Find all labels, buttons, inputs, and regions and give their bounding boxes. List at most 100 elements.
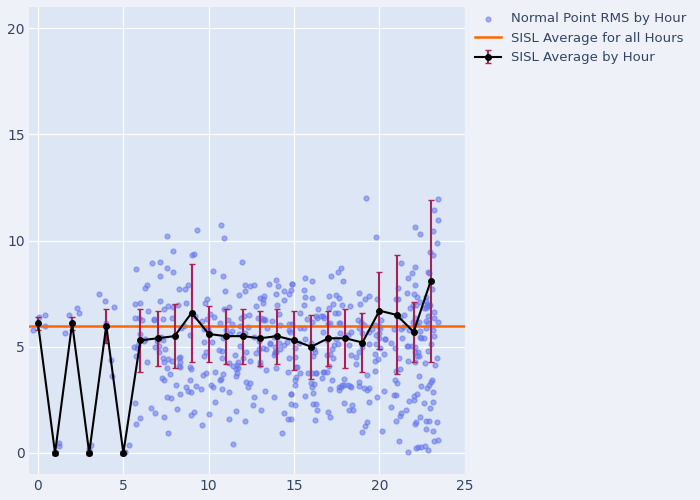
Normal Point RMS by Hour	[250, 302, 261, 310]
Normal Point RMS by Hour	[333, 294, 344, 302]
Normal Point RMS by Hour	[159, 413, 170, 421]
Normal Point RMS by Hour	[224, 330, 235, 338]
Normal Point RMS by Hour	[191, 226, 202, 234]
Normal Point RMS by Hour	[248, 280, 260, 288]
Normal Point RMS by Hour	[379, 335, 390, 343]
Normal Point RMS by Hour	[395, 325, 407, 333]
Normal Point RMS by Hour	[59, 329, 70, 337]
Normal Point RMS by Hour	[393, 437, 405, 445]
Normal Point RMS by Hour	[184, 376, 195, 384]
Normal Point RMS by Hour	[227, 362, 238, 370]
Normal Point RMS by Hour	[141, 358, 153, 366]
Normal Point RMS by Hour	[241, 348, 252, 356]
Normal Point RMS by Hour	[429, 332, 440, 340]
Normal Point RMS by Hour	[232, 360, 243, 368]
Normal Point RMS by Hour	[391, 379, 402, 387]
Normal Point RMS by Hour	[413, 372, 424, 380]
Normal Point RMS by Hour	[415, 442, 426, 450]
Normal Point RMS by Hour	[223, 416, 235, 424]
Normal Point RMS by Hour	[251, 348, 262, 356]
Normal Point RMS by Hour	[232, 358, 243, 366]
Normal Point RMS by Hour	[401, 288, 412, 296]
Normal Point RMS by Hour	[428, 252, 439, 260]
Normal Point RMS by Hour	[358, 384, 370, 392]
Normal Point RMS by Hour	[307, 383, 318, 391]
Normal Point RMS by Hour	[244, 311, 255, 319]
Normal Point RMS by Hour	[344, 302, 356, 310]
Normal Point RMS by Hour	[185, 365, 196, 373]
Normal Point RMS by Hour	[307, 276, 318, 284]
Normal Point RMS by Hour	[199, 338, 210, 346]
Normal Point RMS by Hour	[307, 400, 318, 408]
Normal Point RMS by Hour	[427, 227, 438, 235]
Normal Point RMS by Hour	[321, 368, 332, 376]
Normal Point RMS by Hour	[223, 303, 235, 311]
Normal Point RMS by Hour	[372, 394, 383, 402]
Normal Point RMS by Hour	[107, 372, 118, 380]
Normal Point RMS by Hour	[316, 374, 327, 382]
Normal Point RMS by Hour	[359, 422, 370, 430]
Normal Point RMS by Hour	[329, 308, 340, 316]
Normal Point RMS by Hour	[421, 302, 433, 310]
Normal Point RMS by Hour	[390, 391, 401, 399]
Normal Point RMS by Hour	[219, 287, 230, 295]
Normal Point RMS by Hour	[333, 319, 344, 327]
Normal Point RMS by Hour	[409, 348, 420, 356]
Normal Point RMS by Hour	[83, 446, 94, 454]
Normal Point RMS by Hour	[402, 274, 413, 282]
Normal Point RMS by Hour	[166, 394, 177, 402]
Normal Point RMS by Hour	[214, 319, 225, 327]
Normal Point RMS by Hour	[167, 357, 178, 365]
Normal Point RMS by Hour	[174, 285, 185, 293]
Normal Point RMS by Hour	[379, 350, 390, 358]
Normal Point RMS by Hour	[226, 320, 237, 328]
Normal Point RMS by Hour	[206, 382, 217, 390]
Normal Point RMS by Hour	[198, 352, 209, 360]
Normal Point RMS by Hour	[158, 358, 169, 366]
Normal Point RMS by Hour	[363, 398, 374, 406]
Normal Point RMS by Hour	[172, 404, 183, 412]
Normal Point RMS by Hour	[154, 272, 165, 280]
Normal Point RMS by Hour	[163, 428, 174, 436]
Normal Point RMS by Hour	[410, 302, 421, 310]
Normal Point RMS by Hour	[186, 411, 197, 419]
Normal Point RMS by Hour	[363, 384, 374, 392]
Normal Point RMS by Hour	[410, 263, 421, 271]
Normal Point RMS by Hour	[209, 398, 220, 406]
Normal Point RMS by Hour	[347, 406, 358, 414]
Normal Point RMS by Hour	[427, 326, 438, 334]
Normal Point RMS by Hour	[273, 338, 284, 346]
Normal Point RMS by Hour	[136, 316, 147, 324]
Normal Point RMS by Hour	[426, 376, 438, 384]
Normal Point RMS by Hour	[158, 376, 169, 384]
Normal Point RMS by Hour	[140, 284, 151, 292]
Normal Point RMS by Hour	[216, 221, 227, 229]
Normal Point RMS by Hour	[167, 247, 178, 255]
Normal Point RMS by Hour	[258, 295, 269, 303]
Normal Point RMS by Hour	[373, 328, 384, 336]
Normal Point RMS by Hour	[407, 300, 419, 308]
Normal Point RMS by Hour	[285, 328, 296, 336]
Normal Point RMS by Hour	[202, 316, 213, 324]
Normal Point RMS by Hour	[276, 429, 288, 437]
Normal Point RMS by Hour	[370, 321, 381, 329]
Normal Point RMS by Hour	[270, 342, 281, 350]
Normal Point RMS by Hour	[131, 264, 142, 272]
Normal Point RMS by Hour	[243, 384, 254, 392]
Normal Point RMS by Hour	[265, 340, 276, 347]
Normal Point RMS by Hour	[354, 300, 365, 308]
Normal Point RMS by Hour	[268, 351, 279, 359]
Normal Point RMS by Hour	[135, 330, 146, 338]
Normal Point RMS by Hour	[286, 400, 297, 408]
Normal Point RMS by Hour	[389, 325, 400, 333]
Normal Point RMS by Hour	[298, 286, 309, 294]
Normal Point RMS by Hour	[197, 371, 209, 379]
Normal Point RMS by Hour	[370, 232, 382, 240]
Normal Point RMS by Hour	[308, 380, 319, 388]
Normal Point RMS by Hour	[421, 384, 432, 392]
Normal Point RMS by Hour	[342, 331, 354, 339]
Normal Point RMS by Hour	[403, 396, 414, 404]
Normal Point RMS by Hour	[182, 387, 193, 395]
Normal Point RMS by Hour	[354, 288, 365, 296]
Normal Point RMS by Hour	[410, 420, 421, 428]
